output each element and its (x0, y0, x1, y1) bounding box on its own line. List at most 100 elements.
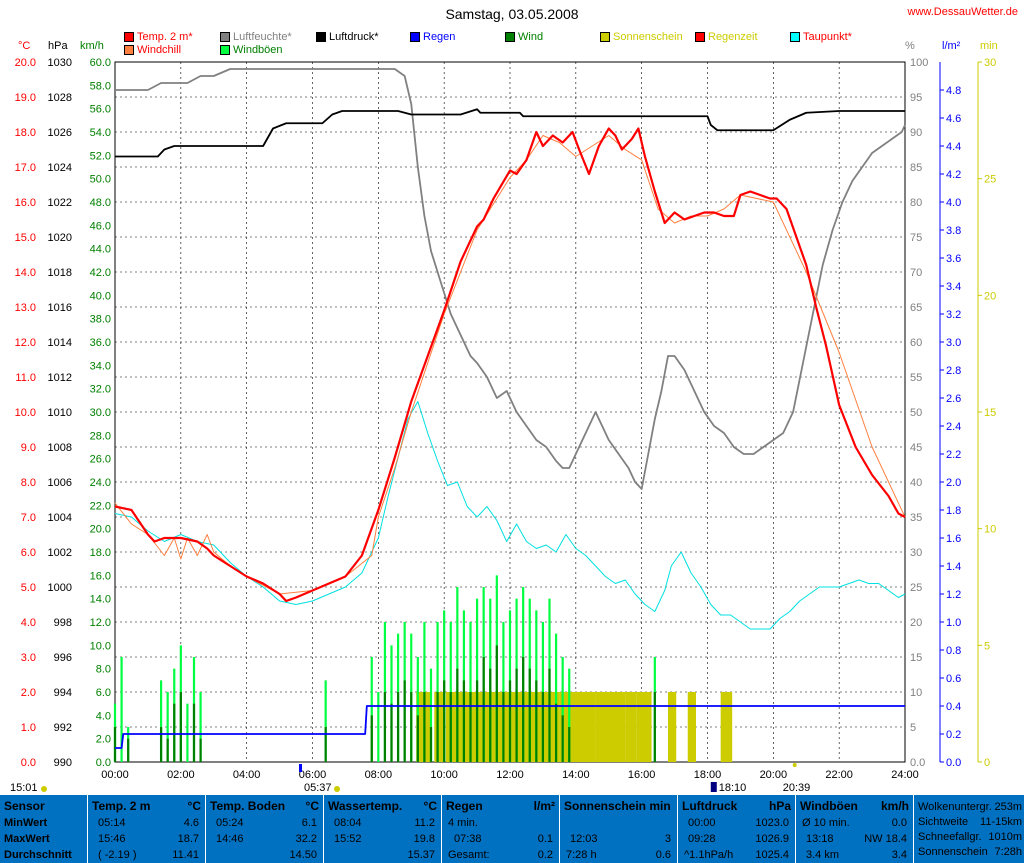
sunset-label: 20:39 (783, 782, 811, 794)
sunset-marker (792, 763, 797, 767)
rain-tick-label: 1.8 (946, 505, 961, 517)
legend-label: Sonnenschein (613, 31, 683, 43)
temp-tick-label: 9.0 (21, 442, 36, 454)
rain-tick-label: 1.2 (946, 589, 961, 601)
rain-tick-label: 2.0 (946, 477, 961, 489)
legend-swatch (695, 32, 705, 42)
wind-tick-label: 16.0 (90, 570, 111, 582)
temp-tick-label: 17.0 (15, 162, 36, 174)
x-tick-label: 18:00 (694, 769, 722, 781)
humidity-line (115, 68, 906, 490)
temp-tick-label: 15.0 (15, 232, 36, 244)
row-label-avg: Durchschnitt (4, 849, 72, 861)
stats-cell: 11.2 (414, 817, 435, 829)
unit-rain: l/m² (942, 40, 961, 52)
unit-humidity: % (905, 40, 915, 52)
dewpoint-line (114, 401, 906, 630)
stats-cell: 11.41 (172, 849, 199, 861)
stats-col-druck: Luftdruck hPa 00:00 1023.0 09:28 1026.9 ^1.… (678, 795, 796, 863)
wind-tick-label: 20.0 (90, 524, 111, 536)
wind-tick-label: 58.0 (90, 80, 111, 92)
humidity-tick-label: 10 (910, 687, 922, 699)
stats-cell: Wolkenuntergr. (918, 801, 992, 813)
sun-dot (41, 786, 47, 792)
pressure-tick-label: 1012 (48, 372, 72, 384)
humidity-tick-label: 20 (910, 617, 922, 629)
stats-cell: 4 min. (448, 817, 478, 829)
pressure-tick-label: 1016 (48, 302, 72, 314)
humidity-tick-label: 85 (910, 162, 922, 174)
rain-tick-label: 0.4 (946, 701, 961, 713)
stats-header: Luftdruck (682, 799, 738, 813)
stats-header: Sensor (4, 799, 45, 813)
wind-tick-label: 24.0 (90, 477, 111, 489)
stats-cell: Gesamt: (448, 849, 490, 861)
pressure-tick-label: 1010 (48, 407, 72, 419)
legend-item-pressure: Luftdruck* (316, 31, 379, 43)
stats-cell: 18.7 (177, 833, 199, 845)
wind-tick-label: 52.0 (90, 150, 111, 162)
wind-tick-label: 6.0 (96, 687, 111, 699)
stats-cell: 0.1 (537, 833, 553, 845)
site-url[interactable]: www.DessauWetter.de (907, 6, 1018, 18)
stats-col-temp: Temp. 2 m °C 05:14 4.6 15:46 18.7 ( -2.19 )… (88, 795, 206, 863)
stats-col-sensor: Sensor MinWert MaxWert Durchschnitt (0, 795, 88, 863)
sunshine-bar (445, 692, 487, 762)
pressure-tick-label: 1024 (48, 162, 72, 174)
legend-label: Temp. 2 m* (137, 31, 193, 43)
stats-cell: 6.1 (301, 817, 317, 829)
stats-cell: 05:24 (216, 817, 244, 829)
rain-tick-label: 3.6 (946, 253, 961, 265)
legend-label: Regenzeit (708, 31, 758, 43)
stats-cell: 0.0 (891, 817, 907, 829)
temp-tick-label: 10.0 (15, 407, 36, 419)
wind-tick-label: 10.0 (90, 640, 111, 652)
humidity-tick-label: 90 (910, 127, 922, 139)
stats-cell: 1023.0 (755, 817, 789, 829)
stats-cell: 05:14 (98, 817, 126, 829)
pressure-tick-label: 1002 (48, 547, 72, 559)
legend-label: Windchill (137, 44, 182, 56)
pressure-tick-label: 1018 (48, 267, 72, 279)
sunshine-bar (625, 692, 637, 762)
temp-tick-label: 3.0 (21, 652, 36, 664)
pressure-tick-label: 1004 (48, 512, 72, 524)
rain-tick-label: 0.0 (946, 757, 961, 769)
stats-unit: km/h (880, 799, 909, 813)
pressure-tick-label: 1020 (48, 232, 72, 244)
wind-tick-label: 42.0 (90, 267, 111, 279)
rain-tick-label: 2.2 (946, 449, 961, 461)
stats-col-boeen: Windböen km/h Ø 10 min. 0.0 13:18 NW 18.4 3… (796, 795, 914, 863)
wind-tick-label: 2.0 (96, 734, 111, 746)
stats-unit: hPa (768, 799, 791, 813)
wind-tick-label: 34.0 (90, 360, 111, 372)
legend-swatch (600, 32, 610, 42)
wind-tick-label: 8.0 (96, 664, 111, 676)
wind-tick-label: 30.0 (90, 407, 111, 419)
stats-cell: 1010m (988, 831, 1022, 843)
legend: Temp. 2 m* Luftfeuchte* Luftdruck* Regen… (0, 31, 1024, 61)
legend-swatch (124, 45, 134, 55)
sunshine-bar (720, 692, 733, 762)
row-label-min: MinWert (4, 817, 48, 829)
temp-tick-label: 14.0 (15, 267, 36, 279)
wind-tick-label: 0.0 (96, 757, 111, 769)
stats-cell: 15:52 (334, 833, 362, 845)
stats-cell: 0.2 (537, 849, 553, 861)
stats-cell: 00:00 (688, 817, 716, 829)
rain-line (115, 705, 905, 749)
rain-tick-label: 3.0 (946, 337, 961, 349)
legend-item-sunshine: Sonnenschein (600, 31, 683, 43)
wind-tick-label: 14.0 (90, 594, 111, 606)
temp-tick-label: 11.0 (15, 372, 36, 384)
sunrise-marker (298, 764, 302, 772)
humidity-tick-label: 60 (910, 337, 922, 349)
stats-cell: 14:46 (216, 833, 244, 845)
temp-tick-label: 19.0 (15, 92, 36, 104)
pressure-tick-label: 1026 (48, 127, 72, 139)
wind-tick-label: 4.0 (96, 710, 111, 722)
stats-unit: °C (187, 799, 201, 813)
wind-tick-label: 22.0 (90, 500, 111, 512)
stats-cell: 3.4 km (806, 849, 840, 861)
stats-col-regen: Regen l/m² 4 min. 07:38 0.1 Gesamt: 0.2 (442, 795, 560, 863)
